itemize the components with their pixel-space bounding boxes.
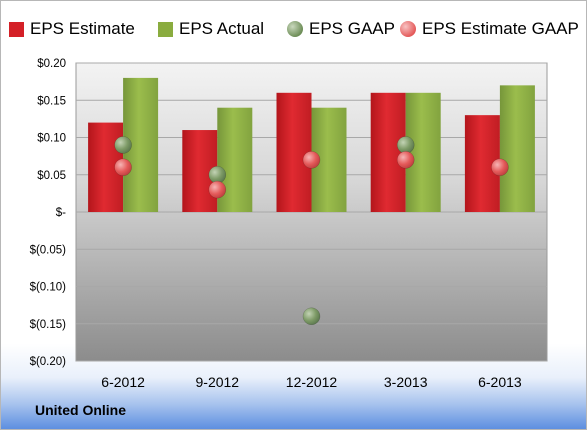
y-tick-label: $(0.05) [30, 244, 67, 256]
legend-swatch-eps-actual [158, 21, 173, 37]
y-tick-label: $0.10 [37, 133, 66, 145]
plot-area: $0.20 $0.15 $0.10 $0.05 $- $(0.05) $(0.10) $(0.… [30, 58, 548, 390]
point-eps-gaap [302, 307, 321, 326]
legend-label-eps-estimate: EPS Estimate [30, 19, 135, 38]
bar-eps-estimate [370, 92, 406, 212]
legend-item-eps-estimate: EPS Estimate [9, 17, 135, 41]
legend-swatch-eps-gaap [287, 21, 303, 37]
legend-label-eps-actual: EPS Actual [179, 19, 265, 38]
bar-eps-actual [405, 92, 441, 212]
y-tick-label: $0.05 [37, 170, 66, 182]
brand-label: United Online [35, 402, 126, 418]
legend-item-eps-gaap: EPS GAAP [287, 17, 395, 41]
legend-label-eps-gaap: EPS GAAP [309, 19, 395, 38]
point-eps-estimate-gaap [208, 180, 227, 199]
legend-label-eps-estimate-gaap: EPS Estimate GAAP [422, 19, 579, 38]
y-tick-label: $- [56, 207, 66, 219]
y-tick-label: $0.20 [37, 58, 66, 70]
x-tick-label: 6-2013 [478, 374, 522, 390]
point-eps-gaap [208, 166, 227, 184]
y-tick-label: $(0.20) [30, 356, 67, 368]
x-tick-label: 6-2012 [101, 374, 145, 390]
y-tick-label: $0.15 [37, 95, 66, 107]
legend-item-eps-estimate-gaap: EPS Estimate GAAP [400, 17, 579, 41]
y-tick-label: $(0.15) [30, 319, 67, 331]
x-tick-label: 12-2012 [286, 374, 338, 390]
bar-eps-actual [499, 85, 535, 212]
point-eps-estimate-gaap [396, 151, 415, 169]
x-tick-label: 3-2013 [384, 374, 428, 390]
point-eps-estimate-gaap [114, 158, 132, 177]
bar-eps-estimate [276, 92, 312, 212]
legend-item-eps-actual: EPS Actual [158, 17, 264, 41]
x-tick-label: 9-2012 [196, 374, 240, 390]
legend-swatch-eps-estimate-gaap [400, 21, 416, 37]
point-eps-estimate-gaap [491, 158, 509, 177]
legend: EPS Estimate EPS Actual EPS GAAP EPS Est… [1, 17, 587, 41]
point-eps-gaap [396, 136, 415, 154]
point-eps-gaap [114, 136, 132, 154]
legend-swatch-eps-estimate [9, 21, 24, 37]
point-eps-estimate-gaap [302, 151, 321, 169]
y-tick-label: $(0.10) [30, 282, 67, 294]
